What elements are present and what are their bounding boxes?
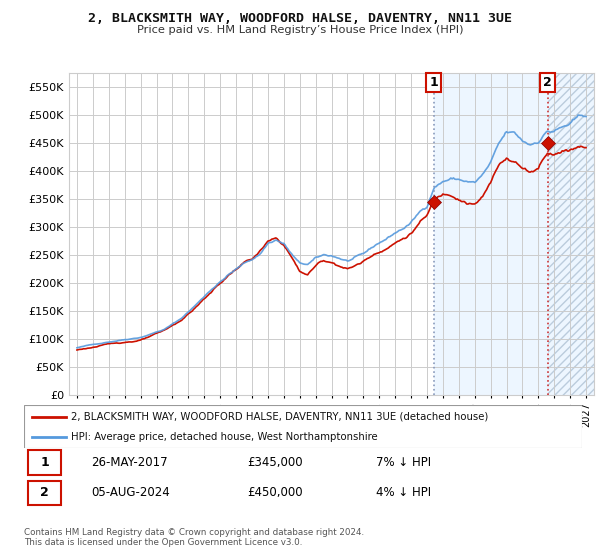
Text: 26-MAY-2017: 26-MAY-2017 xyxy=(91,456,167,469)
Text: 05-AUG-2024: 05-AUG-2024 xyxy=(91,486,170,499)
Text: 2: 2 xyxy=(40,486,49,499)
Text: 7% ↓ HPI: 7% ↓ HPI xyxy=(376,456,431,469)
Text: 4% ↓ HPI: 4% ↓ HPI xyxy=(376,486,431,499)
Text: Contains HM Land Registry data © Crown copyright and database right 2024.
This d: Contains HM Land Registry data © Crown c… xyxy=(24,528,364,547)
Text: £345,000: £345,000 xyxy=(247,456,303,469)
Text: HPI: Average price, detached house, West Northamptonshire: HPI: Average price, detached house, West… xyxy=(71,432,378,441)
Bar xyxy=(548,73,594,395)
Text: 2, BLACKSMITH WAY, WOODFORD HALSE, DAVENTRY, NN11 3UE: 2, BLACKSMITH WAY, WOODFORD HALSE, DAVEN… xyxy=(88,12,512,25)
Text: Price paid vs. HM Land Registry’s House Price Index (HPI): Price paid vs. HM Land Registry’s House … xyxy=(137,25,463,35)
Bar xyxy=(434,73,594,395)
Bar xyxy=(28,450,61,474)
Text: £450,000: £450,000 xyxy=(247,486,303,499)
Text: 2: 2 xyxy=(543,76,552,89)
Text: 1: 1 xyxy=(429,76,438,89)
Bar xyxy=(28,480,61,505)
Text: 2, BLACKSMITH WAY, WOODFORD HALSE, DAVENTRY, NN11 3UE (detached house): 2, BLACKSMITH WAY, WOODFORD HALSE, DAVEN… xyxy=(71,412,489,422)
Text: 1: 1 xyxy=(40,456,49,469)
